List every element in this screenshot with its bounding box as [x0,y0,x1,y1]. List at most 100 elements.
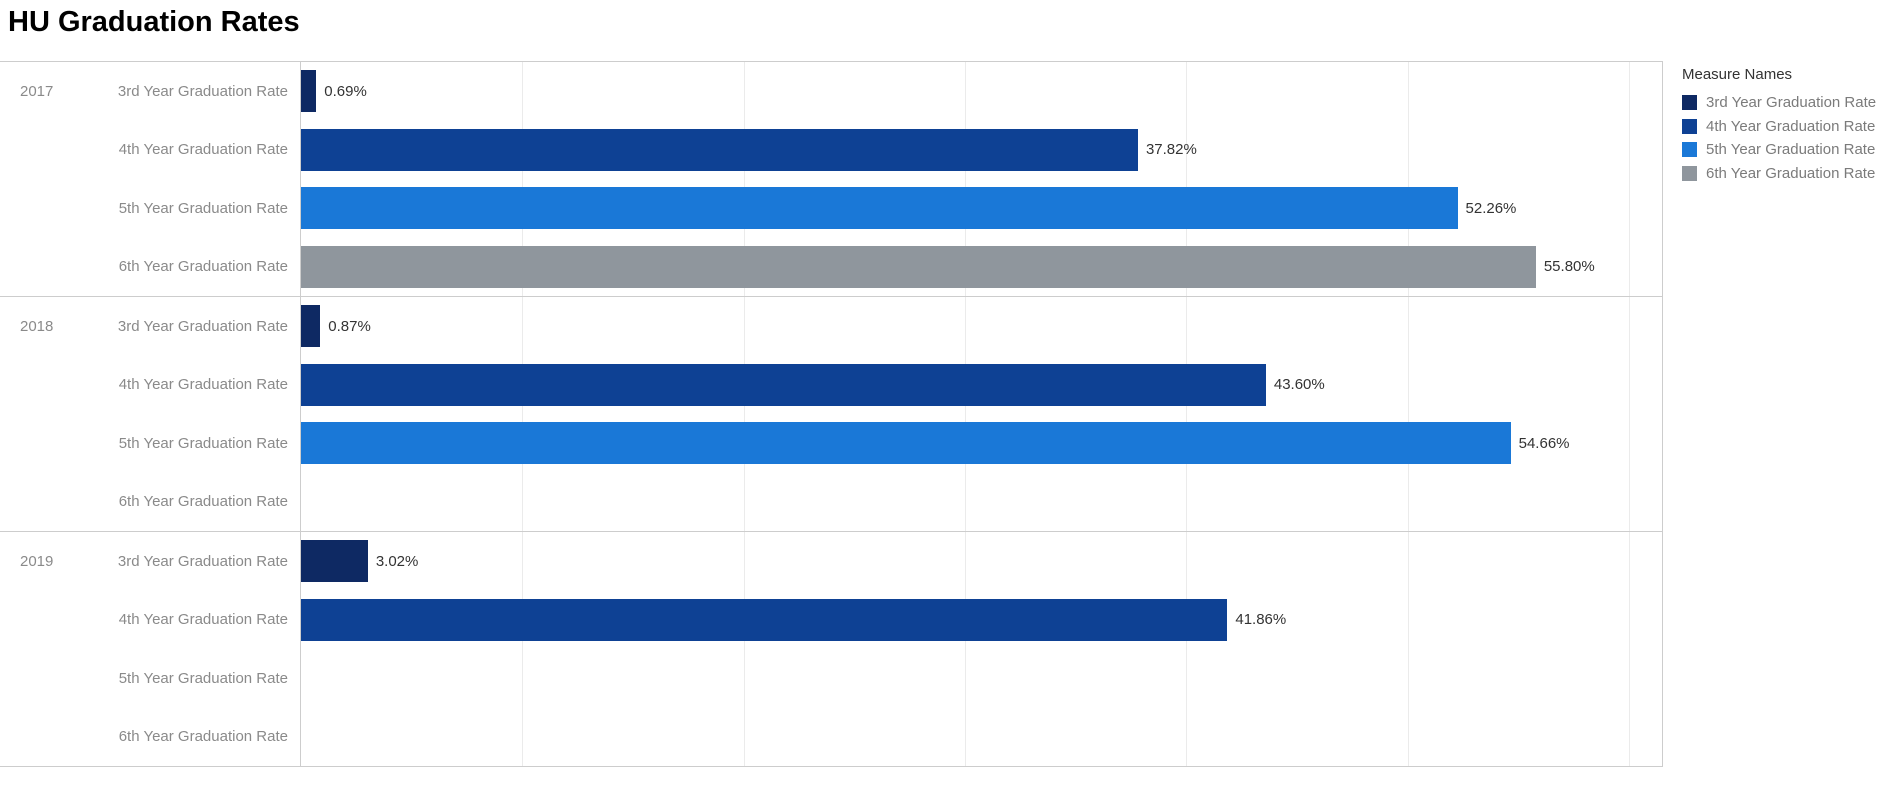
gridline [743,649,745,708]
gridline [1628,120,1630,179]
value-label: 54.66% [1518,434,1570,452]
legend-items: 3rd Year Graduation Rate 4th Year Graduat… [1682,92,1890,184]
gridline [1407,532,1409,591]
value-label: 52.26% [1465,199,1517,217]
legend: Measure Names 3rd Year Graduation Rate 4t… [1682,66,1890,186]
chart-row: 4th Year Graduation Rate 43.60% [0,355,1663,414]
gridline [1407,120,1409,179]
chart-row: 6th Year Graduation Rate 55.80% [0,237,1663,297]
plot-cell: 3.02% [300,532,1663,591]
gridline [1407,590,1409,649]
gridline [1186,120,1188,179]
gridline [1628,297,1630,356]
bar[interactable] [301,363,1266,406]
gridline [522,62,524,121]
chart-row: 6th Year Graduation Rate [0,472,1663,532]
measure-label: 3rd Year Graduation Rate [117,82,288,100]
legend-item-label: 6th Year Graduation Rate [1706,164,1876,182]
bar[interactable] [301,187,1458,229]
gridline [1628,649,1630,708]
gridline [522,649,524,708]
gridline [1407,472,1409,531]
gridline [1407,62,1409,121]
gridline [743,472,745,531]
gridline [1186,532,1188,591]
year-label [0,238,105,297]
bar[interactable] [301,422,1511,464]
measure-label: 4th Year Graduation Rate [118,141,288,159]
gridline [522,472,524,531]
gridline [1186,649,1188,708]
value-label: 43.60% [1273,376,1325,394]
gridline [964,649,966,708]
gridline [1186,62,1188,121]
legend-item-label: 5th Year Graduation Rate [1706,141,1876,158]
year-panel-2018: 2018 3rd Year Graduation Rate 0.87% 4th Yea… [0,297,1663,532]
gridline [1628,532,1630,591]
plot-cell: 41.86% [300,590,1663,649]
gridline [1407,649,1409,708]
year-label [0,591,105,650]
plot-cell: 43.60% [300,355,1663,414]
measure-label: 6th Year Graduation Rate [118,258,288,276]
year-label [0,414,105,473]
bar[interactable] [301,128,1138,171]
plot-cell: 55.80% [300,237,1663,296]
bar[interactable] [301,305,321,347]
chart-row: 6th Year Graduation Rate [0,707,1663,767]
plot-cell [300,649,1663,708]
gridline [1628,590,1630,649]
gridline [1628,472,1630,531]
gridline [1628,414,1630,473]
measure-label: 3rd Year Graduation Rate [117,552,288,570]
value-label: 0.69% [324,82,367,100]
year-label [0,121,105,180]
year-label: 2019 [20,552,54,570]
gridline [522,297,524,356]
gridline [1407,355,1409,414]
legend-item[interactable]: 6th Year Graduation Rate [1682,163,1890,184]
legend-swatch [1682,165,1697,181]
legend-item-label: 3rd Year Graduation Rate [1706,94,1877,111]
bar[interactable] [301,598,1228,641]
legend-swatch [1682,118,1697,134]
gridline [743,532,745,591]
legend-item[interactable]: 4th Year Graduation Rate [1682,116,1890,137]
legend-item[interactable]: 3rd Year Graduation Rate [1682,92,1890,113]
year-label [0,649,105,708]
measure-label: 4th Year Graduation Rate [118,611,288,629]
value-label: 55.80% [1543,258,1595,276]
gridline [1407,707,1409,766]
legend-swatch [1682,95,1697,110]
gridline [1628,707,1630,766]
measure-label: 4th Year Graduation Rate [118,376,288,394]
gridline [964,707,966,766]
legend-title: Measure Names [1682,66,1793,83]
value-label: 37.82% [1145,141,1197,159]
gridline [964,62,966,121]
measure-label: 5th Year Graduation Rate [118,669,288,687]
legend-swatch [1682,142,1697,157]
value-label: 41.86% [1235,611,1287,629]
bar[interactable] [301,245,1536,288]
plot-cell: 37.82% [300,120,1663,179]
year-label: 2017 [20,82,54,100]
legend-item[interactable]: 5th Year Graduation Rate [1682,139,1890,160]
gridline [1628,62,1630,121]
gridline [522,707,524,766]
measure-label: 6th Year Graduation Rate [118,728,288,746]
bar[interactable] [301,70,317,112]
chart-row: 4th Year Graduation Rate 37.82% [0,120,1663,180]
gridline [1407,297,1409,356]
year-label: 2018 [20,317,54,335]
chart-area: 2017 3rd Year Graduation Rate 0.69% 4th Yea… [0,61,1663,767]
year-label [0,473,105,532]
chart-row: 4th Year Graduation Rate 41.86% [0,590,1663,650]
bar[interactable] [301,540,368,582]
gridline [1628,355,1630,414]
legend-item-label: 4th Year Graduation Rate [1706,117,1876,135]
year-label [0,708,105,767]
gridline [964,532,966,591]
measure-label: 5th Year Graduation Rate [118,434,288,452]
gridline [1186,707,1188,766]
